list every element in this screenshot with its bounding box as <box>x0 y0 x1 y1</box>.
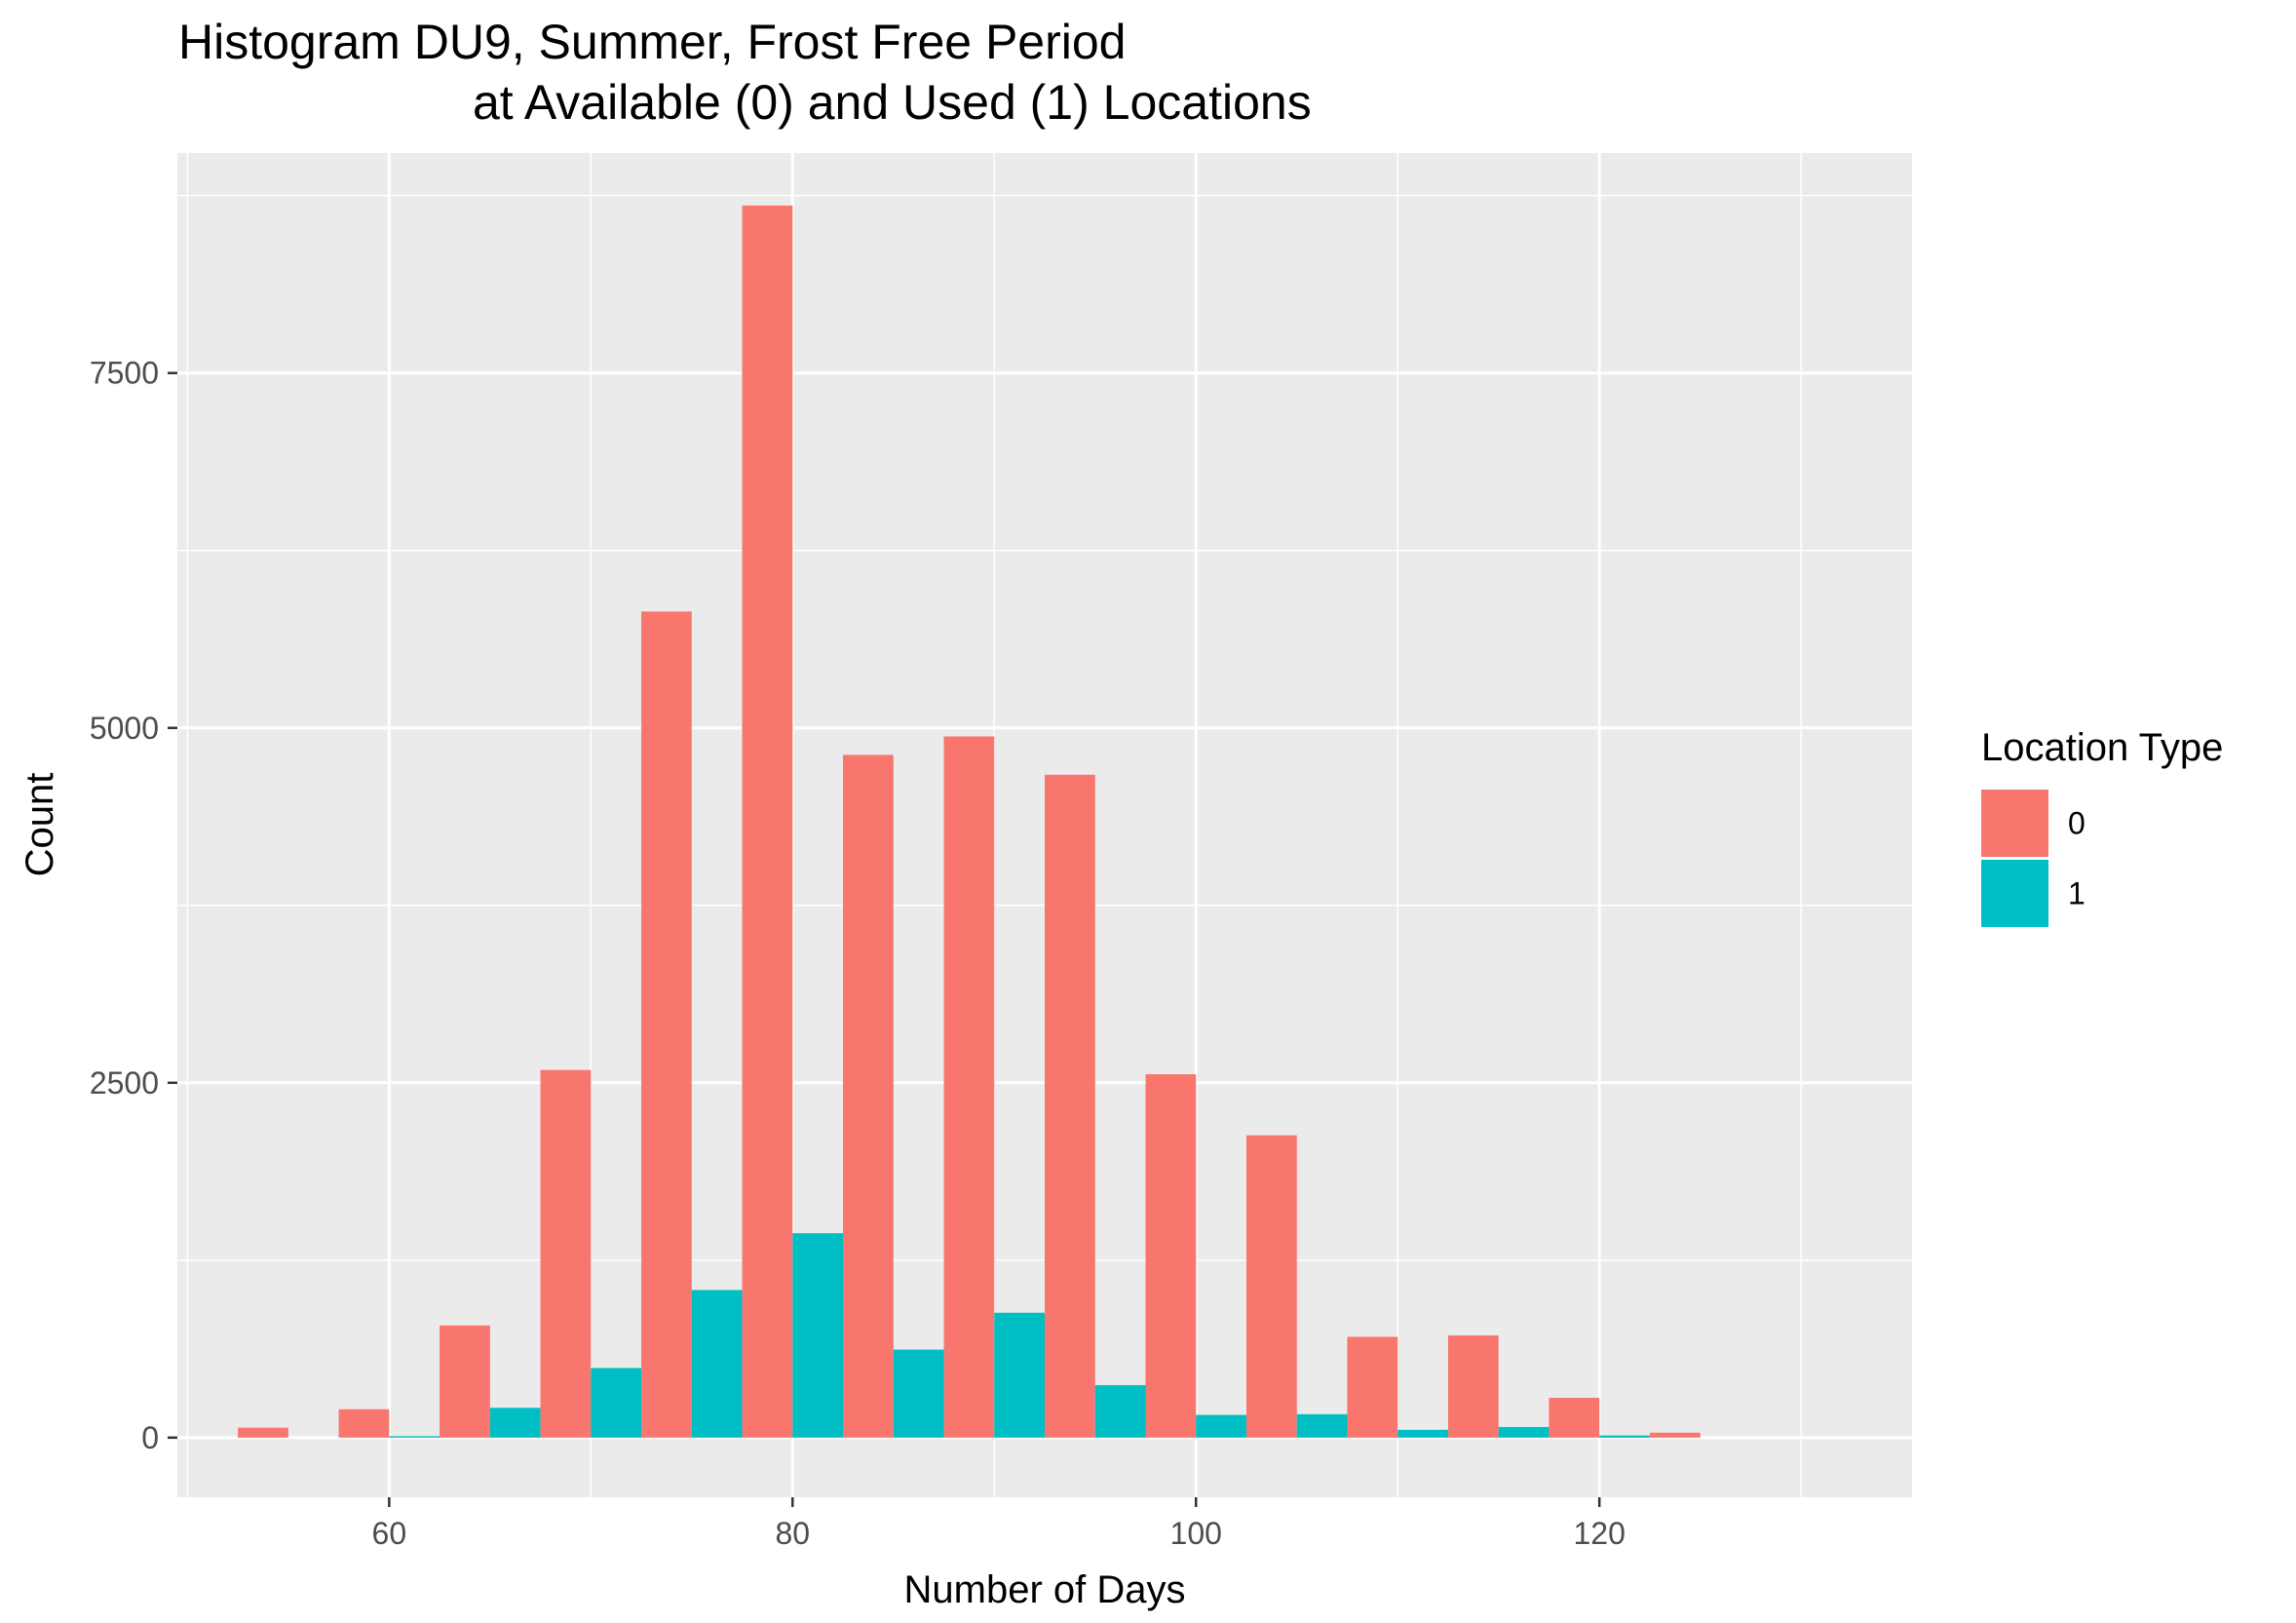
legend-key-swatch-0 <box>1981 790 2048 857</box>
bar-series-0 <box>338 1409 390 1438</box>
x-tick-label: 60 <box>372 1516 407 1551</box>
bar-series-1 <box>792 1233 844 1438</box>
bar-series-0 <box>1447 1334 1499 1438</box>
bar-series-0 <box>742 205 793 1438</box>
legend-key-swatch-1 <box>1981 860 2048 927</box>
bar-series-0 <box>1045 774 1095 1438</box>
bar-series-0 <box>1549 1398 1600 1438</box>
bar-series-1 <box>1397 1429 1448 1438</box>
legend-keys: 01 <box>1981 790 2086 927</box>
bar-series-1 <box>1094 1384 1146 1438</box>
legend: Location Type 01 <box>1981 726 2223 927</box>
bar-series-0 <box>843 754 894 1438</box>
x-tick-label: 80 <box>775 1516 810 1551</box>
y-tick-label: 2500 <box>90 1065 159 1101</box>
bar-series-0 <box>943 736 995 1438</box>
bar-series-1 <box>691 1290 743 1438</box>
bar-series-1 <box>994 1312 1045 1438</box>
bar-series-1 <box>1498 1426 1550 1438</box>
bar-series-1 <box>1296 1413 1348 1438</box>
legend-title: Location Type <box>1981 726 2223 769</box>
bar-series-0 <box>1649 1432 1701 1438</box>
y-tick-label: 0 <box>141 1420 159 1455</box>
bar-series-0 <box>641 611 692 1438</box>
y-tick-label: 5000 <box>90 711 159 746</box>
bar-series-0 <box>1347 1336 1398 1438</box>
bar-series-0 <box>540 1069 592 1438</box>
chart-title-line2: at Available (0) and Used (1) Locations <box>473 75 1312 130</box>
bars <box>238 205 1701 1438</box>
bar-series-0 <box>440 1325 490 1438</box>
bar-series-1 <box>489 1408 541 1438</box>
tick-labels: 60 80 100 120 0 2500 5000 7500 <box>90 356 1626 1551</box>
bar-series-1 <box>893 1349 944 1438</box>
bar-series-0 <box>1145 1074 1197 1438</box>
x-tick-label: 100 <box>1170 1516 1222 1551</box>
x-tick-label: 120 <box>1573 1516 1625 1551</box>
legend-key-label-1: 1 <box>2068 876 2086 911</box>
bar-series-0 <box>238 1427 288 1438</box>
bar-series-0 <box>1245 1135 1297 1438</box>
bar-series-1 <box>591 1368 642 1438</box>
bar-series-1 <box>389 1436 440 1438</box>
bar-series-1 <box>1599 1435 1650 1438</box>
y-tick-label: 7500 <box>90 356 159 391</box>
legend-key-label-0: 0 <box>2068 806 2086 841</box>
y-axis-title: Count <box>19 773 61 877</box>
chart-title-line1: Histogram DU9, Summer, Frost Free Period <box>178 15 1127 69</box>
axis-ticks <box>168 371 1601 1507</box>
x-axis-title: Number of Days <box>904 1568 1186 1611</box>
bar-series-1 <box>1196 1414 1246 1438</box>
